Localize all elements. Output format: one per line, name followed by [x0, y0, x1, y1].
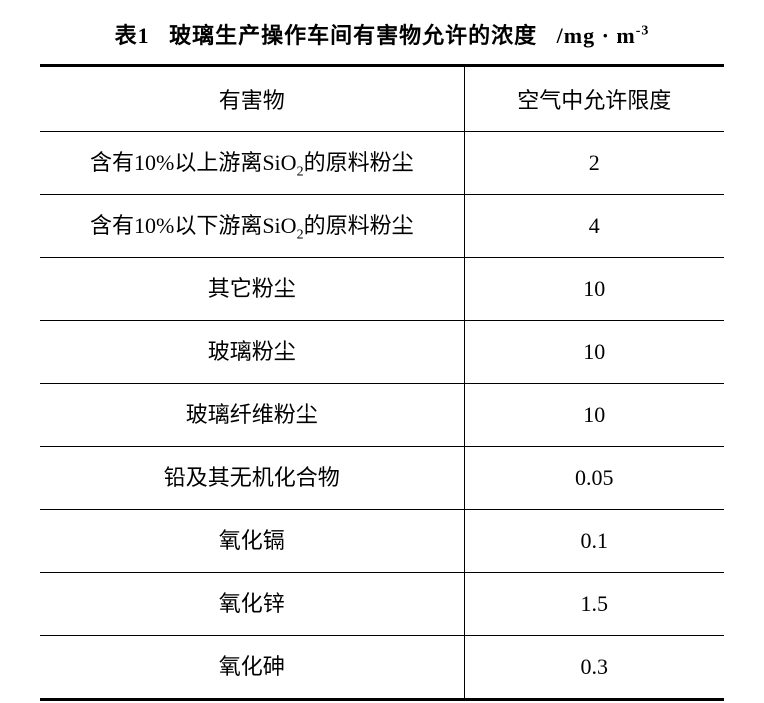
substance-cell: 氧化锌 — [40, 573, 464, 636]
limit-cell: 10 — [464, 321, 724, 384]
table-caption: 表1 玻璃生产操作车间有害物允许的浓度 /mg · m-3 — [40, 18, 724, 50]
substance-cell: 含有10%以下游离SiO2的原料粉尘 — [40, 195, 464, 258]
table-row: 含有10%以下游离SiO2的原料粉尘 4 — [40, 195, 724, 258]
substance-pre: 其它粉尘 — [208, 276, 296, 301]
substance-pre: 氧化锌 — [219, 591, 285, 616]
substance-sub: 2 — [297, 228, 304, 243]
table-row: 玻璃粉尘 10 — [40, 321, 724, 384]
col-header-substance: 有害物 — [40, 66, 464, 132]
table-figure: 表1 玻璃生产操作车间有害物允许的浓度 /mg · m-3 有害物 空气中允许限… — [0, 0, 764, 701]
table-title-text: 玻璃生产操作车间有害物允许的浓度 — [169, 23, 537, 48]
unit-exponent: -3 — [636, 24, 650, 39]
substance-pre: 玻璃粉尘 — [208, 339, 296, 364]
substance-pre: 玻璃纤维粉尘 — [186, 402, 318, 427]
substance-pre: 氧化镉 — [219, 528, 285, 553]
table-header-row: 有害物 空气中允许限度 — [40, 66, 724, 132]
col-header-limit: 空气中允许限度 — [464, 66, 724, 132]
limit-cell: 10 — [464, 384, 724, 447]
table-body: 含有10%以上游离SiO2的原料粉尘 2 含有10%以下游离SiO2的原料粉尘 … — [40, 132, 724, 700]
table-row: 玻璃纤维粉尘 10 — [40, 384, 724, 447]
substance-post: 的原料粉尘 — [304, 150, 414, 175]
limit-cell: 0.3 — [464, 636, 724, 700]
substance-pre: 氧化砷 — [219, 654, 285, 679]
table-label: 表1 — [115, 23, 150, 48]
limit-cell: 0.05 — [464, 447, 724, 510]
concentration-table: 有害物 空气中允许限度 含有10%以上游离SiO2的原料粉尘 2 含有10%以下… — [40, 64, 724, 701]
limit-cell: 4 — [464, 195, 724, 258]
table-row: 含有10%以上游离SiO2的原料粉尘 2 — [40, 132, 724, 195]
limit-cell: 0.1 — [464, 510, 724, 573]
table-unit: /mg · m-3 — [557, 23, 650, 48]
limit-cell: 2 — [464, 132, 724, 195]
substance-cell: 氧化镉 — [40, 510, 464, 573]
substance-pre: 铅及其无机化合物 — [164, 465, 340, 490]
substance-cell: 玻璃纤维粉尘 — [40, 384, 464, 447]
limit-cell: 10 — [464, 258, 724, 321]
substance-cell: 其它粉尘 — [40, 258, 464, 321]
substance-cell: 铅及其无机化合物 — [40, 447, 464, 510]
substance-cell: 玻璃粉尘 — [40, 321, 464, 384]
table-row: 氧化锌 1.5 — [40, 573, 724, 636]
table-row: 其它粉尘 10 — [40, 258, 724, 321]
substance-post: 的原料粉尘 — [304, 213, 414, 238]
table-row: 氧化砷 0.3 — [40, 636, 724, 700]
substance-pre: 含有10%以下游离SiO — [90, 213, 297, 238]
substance-sub: 2 — [297, 165, 304, 180]
table-row: 氧化镉 0.1 — [40, 510, 724, 573]
substance-pre: 含有10%以上游离SiO — [90, 150, 297, 175]
substance-cell: 氧化砷 — [40, 636, 464, 700]
limit-cell: 1.5 — [464, 573, 724, 636]
substance-cell: 含有10%以上游离SiO2的原料粉尘 — [40, 132, 464, 195]
table-row: 铅及其无机化合物 0.05 — [40, 447, 724, 510]
unit-prefix: /mg · m — [557, 23, 636, 48]
